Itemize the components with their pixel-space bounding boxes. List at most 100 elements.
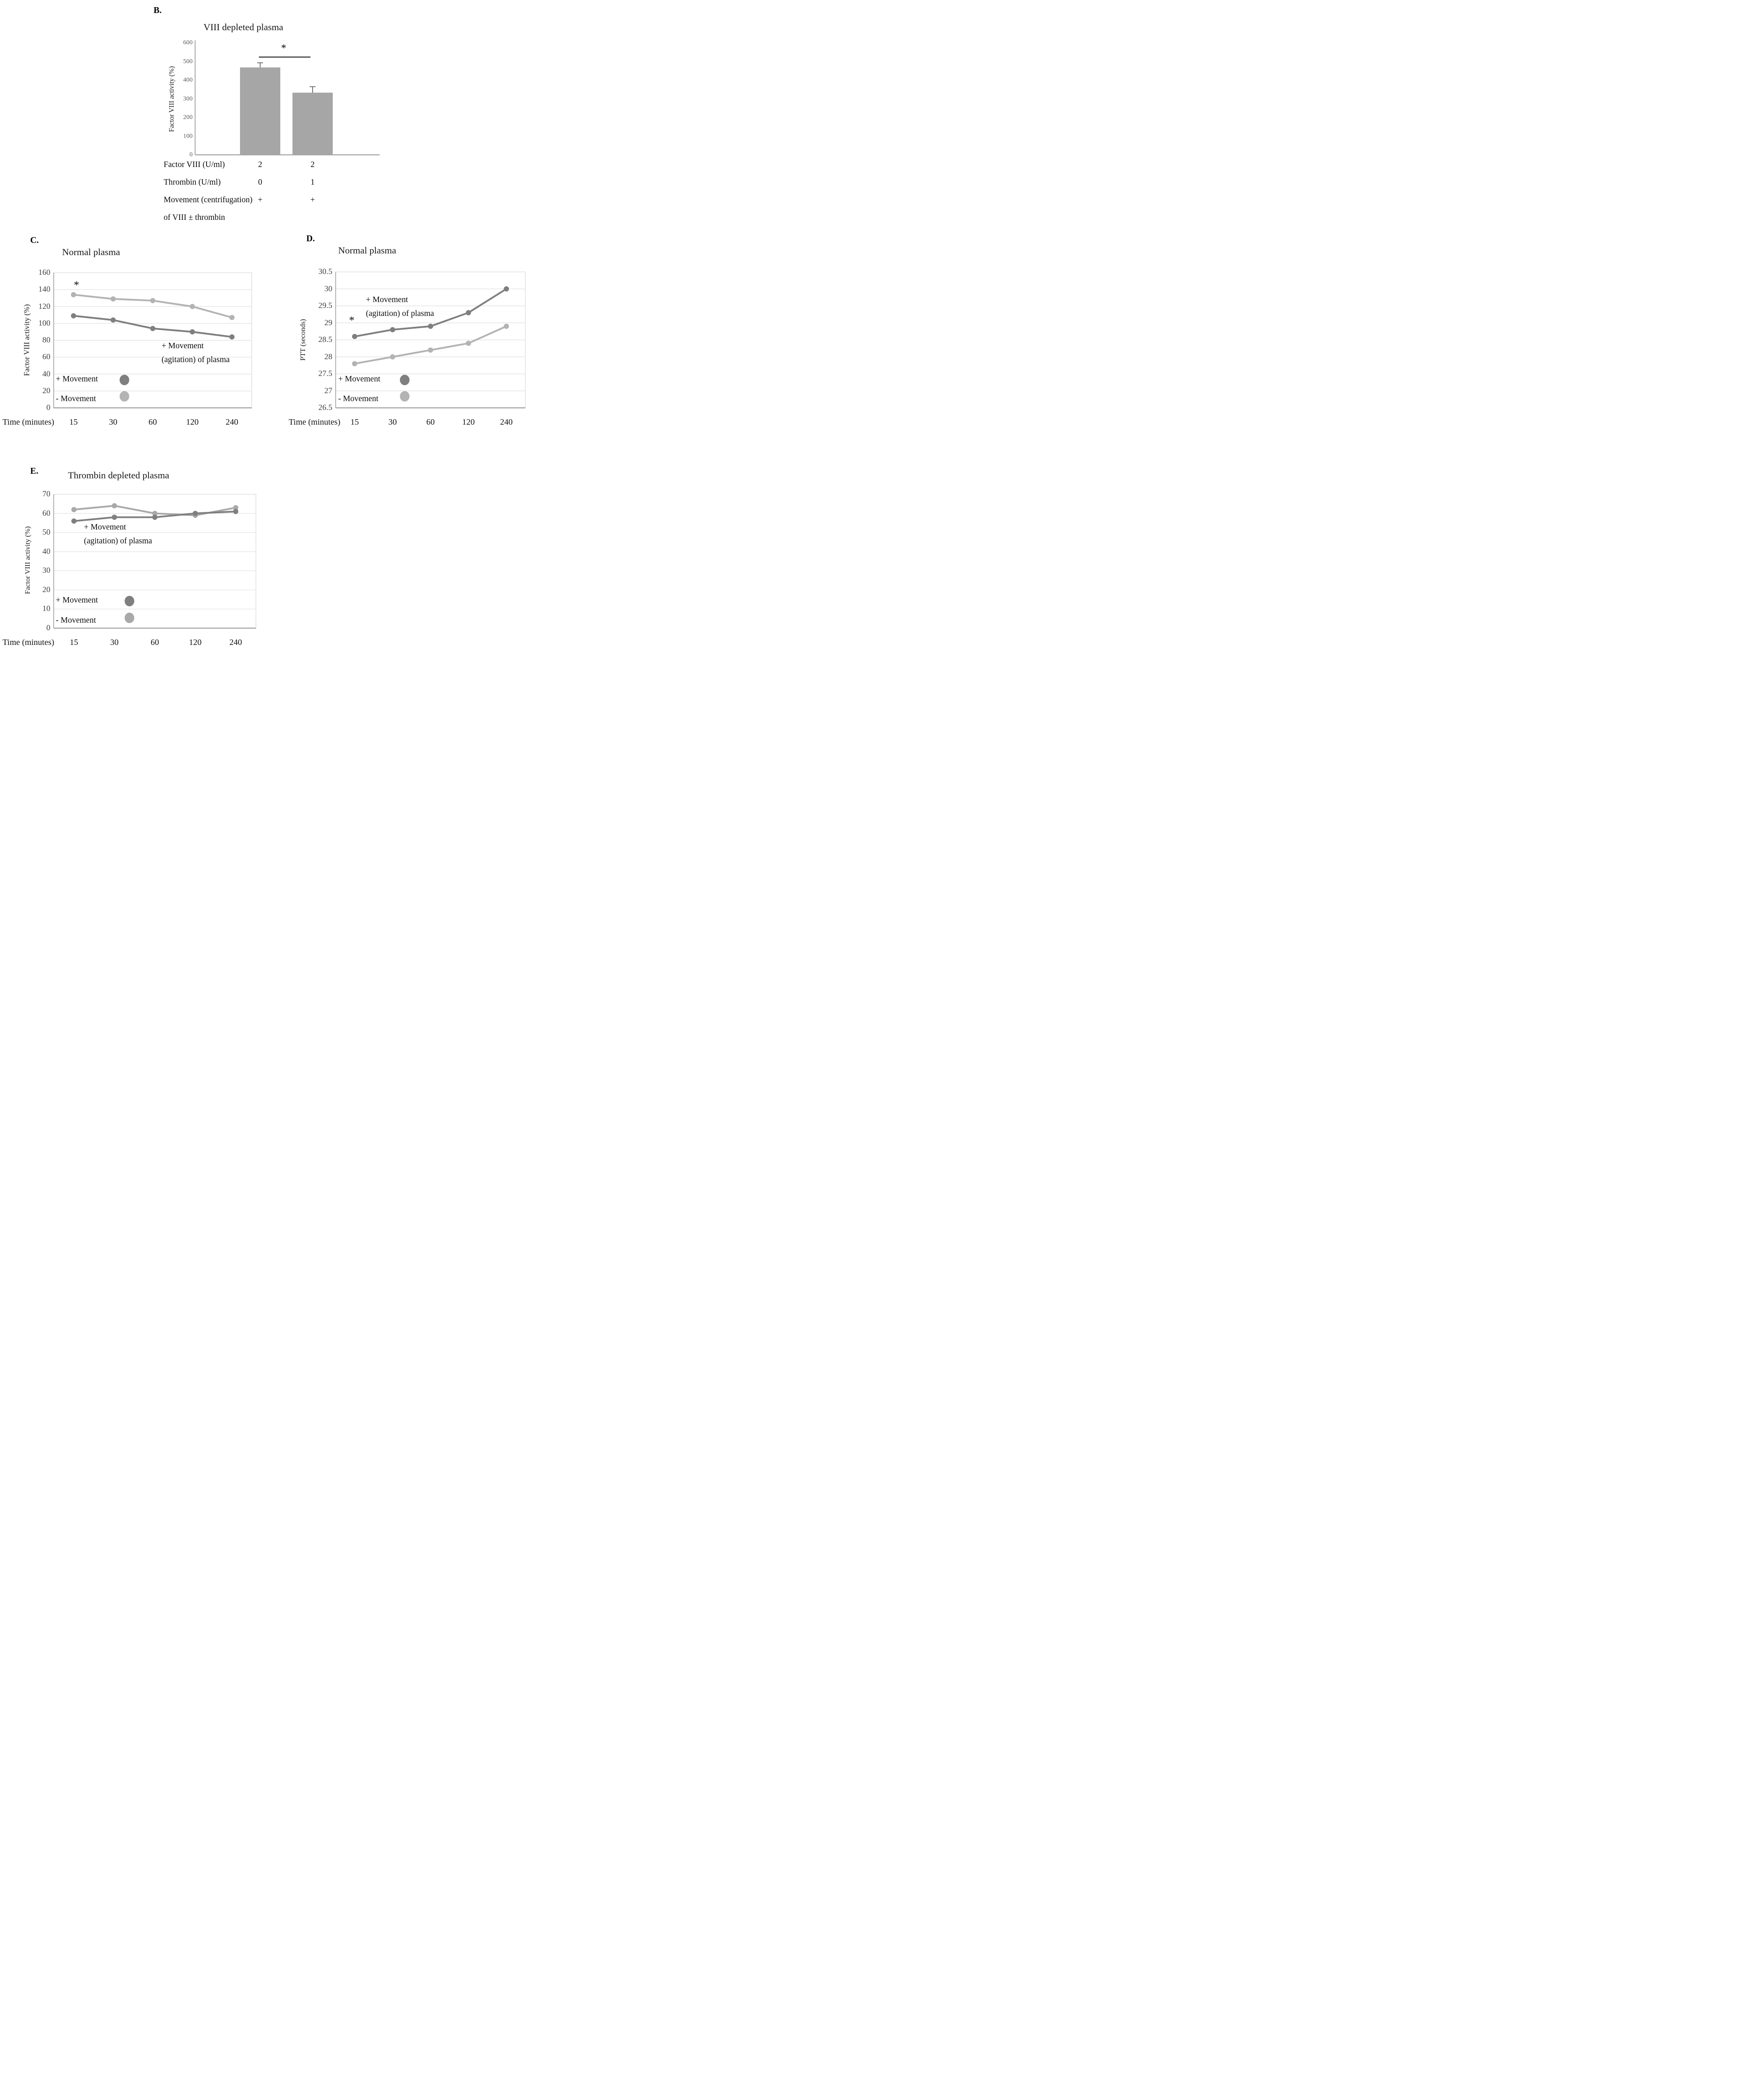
table-cell: 2 (311, 160, 315, 169)
y-tick-label: 40 (42, 547, 50, 556)
data-point (190, 329, 195, 335)
legend-label: + Movement (56, 375, 98, 384)
data-point (71, 518, 77, 524)
data-point (504, 286, 509, 292)
x-tick-label: 120 (189, 638, 202, 647)
y-tick-label: 27 (324, 386, 332, 395)
legend-label: - Movement (338, 394, 378, 403)
y-tick-label: 40 (42, 369, 50, 378)
legend-item-minus-movement: - Movement (338, 391, 410, 404)
x-tick-label: 30 (110, 638, 119, 647)
x-tick-label: 240 (500, 418, 513, 427)
panel-c-y-axis-label: Factor VIII activity (%) (22, 304, 31, 376)
y-tick-label: 0 (189, 151, 193, 158)
y-tick-label: 0 (46, 403, 51, 412)
data-point (71, 507, 77, 512)
data-point (390, 354, 395, 360)
data-point (110, 317, 116, 323)
annotation-line: (agitation) of plasma (162, 355, 230, 364)
y-tick-label: 200 (183, 114, 193, 121)
data-point (71, 313, 76, 318)
data-point (229, 315, 235, 320)
legend-item-plus-movement: + Movement (56, 375, 129, 385)
x-tick-label: 30 (388, 418, 397, 427)
y-tick-label: 26.5 (318, 403, 332, 412)
x-tick-label: 15 (69, 418, 78, 427)
y-tick-label: 80 (42, 336, 50, 344)
data-point (190, 304, 195, 309)
legend-label: + Movement (338, 375, 381, 384)
data-point (150, 326, 156, 331)
data-point (233, 505, 238, 511)
y-tick-label: 400 (183, 76, 193, 84)
y-tick-label: 10 (42, 604, 50, 613)
data-point (466, 310, 471, 316)
y-tick-label: 30 (324, 284, 332, 293)
y-tick-label: 60 (42, 352, 50, 362)
data-point (390, 327, 395, 332)
y-tick-label: 100 (183, 133, 193, 139)
x-tick-label: 240 (229, 638, 242, 647)
y-tick-label: 30 (42, 566, 50, 575)
data-point (352, 361, 357, 366)
y-tick-label: 50 (42, 528, 50, 537)
x-tick-label: 15 (350, 418, 359, 427)
table-cell: 0 (258, 178, 262, 187)
x-tick-label: 30 (109, 418, 117, 427)
data-point (71, 292, 76, 297)
charts-canvas (53, 40, 526, 629)
x-tick-label: 15 (70, 638, 78, 647)
y-tick-label: 140 (38, 285, 51, 294)
y-tick-label: 30.5 (318, 267, 332, 276)
bar (292, 92, 333, 155)
annotation-line: (agitation) of plasma (366, 309, 434, 318)
data-point (112, 514, 117, 520)
data-point (110, 296, 116, 302)
legend-marker-dot (400, 375, 410, 385)
y-tick-label: 300 (183, 95, 193, 102)
y-tick-label: 27.5 (318, 369, 332, 378)
x-tick-label: 60 (151, 638, 159, 647)
legend-label: - Movement (56, 394, 96, 403)
x-tick-label: 60 (426, 418, 435, 427)
panel-c-title: Normal plasma (62, 247, 120, 257)
y-tick-label: 29 (324, 318, 332, 327)
panel-d-title: Normal plasma (338, 245, 397, 256)
figure-page: B. VIII depleted plasma Factor VIII acti… (0, 0, 529, 651)
annotation-line: (agitation) of plasma (84, 537, 152, 545)
data-point (229, 334, 235, 340)
panel-b-title: VIII depleted plasma (204, 22, 283, 32)
data-point (193, 511, 198, 516)
legend-item-minus-movement: - Movement (56, 391, 129, 404)
panel-e-title: Thrombin depleted plasma (68, 470, 170, 480)
data-point (150, 298, 156, 303)
y-tick-label: 70 (42, 490, 50, 498)
table-cell: + (310, 196, 315, 204)
x-tick-label: 120 (186, 418, 199, 427)
data-point (152, 514, 158, 520)
data-point (428, 324, 433, 329)
y-tick-label: 120 (38, 302, 51, 311)
data-point (233, 509, 238, 514)
data-point (112, 503, 117, 509)
table-cell: 1 (311, 178, 315, 187)
y-tick-label: 0 (46, 624, 51, 632)
x-tick-label: 120 (462, 418, 475, 427)
legend-marker-dot (120, 391, 129, 402)
legend-marker-dot (400, 391, 410, 402)
panel-e-label: E. (30, 466, 39, 476)
annotation-line: + Movement (162, 342, 204, 350)
data-point (466, 340, 471, 346)
y-tick-label: 600 (183, 39, 193, 46)
data-point (152, 511, 158, 516)
table-row-label: Movement (centrifugation) (164, 196, 253, 204)
table-row-label: Thrombin (U/ml) (164, 178, 221, 187)
table-cell: + (258, 196, 263, 204)
data-point (352, 334, 357, 339)
annotation-line: + Movement (366, 295, 408, 304)
x-tick-label: 240 (225, 418, 238, 427)
panel-d-y-axis-label: PTT (seconds) (299, 319, 307, 361)
legend-marker-dot (125, 596, 134, 606)
panel-e-annotation: + Movement (agitation) of plasma (84, 520, 152, 548)
legend-item-plus-movement: + Movement (338, 375, 410, 385)
